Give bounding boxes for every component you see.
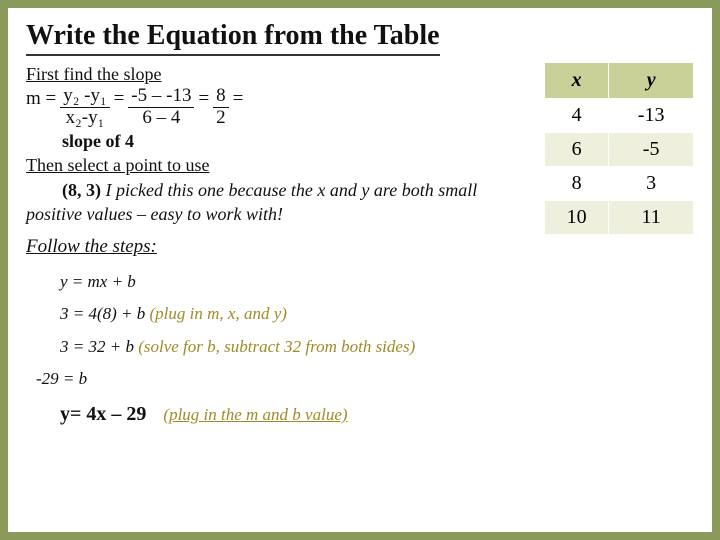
header-x: x [545,63,609,99]
frac1-top: y₂ -y₁ [60,86,109,108]
eq1: = [114,86,125,112]
frac3-bot: 2 [213,108,229,129]
frac2-bot: 6 – 4 [139,108,183,129]
left-column: First find the slope m = y₂ -y₁ x₂-y₁ = … [26,62,532,433]
slide: Write the Equation from the Table First … [8,8,712,532]
table-header-row: x y [545,63,694,99]
table-row: 8 3 [545,167,694,201]
step-4: -29 = b [36,363,532,395]
step-3: 3 = 32 + b (solve for b, subtract 32 fro… [60,331,532,363]
slope-result: slope of 4 [26,129,532,153]
step-3-eq: 3 = 32 + b [60,337,134,356]
step-5-eq: y= 4x – 29 [60,403,146,425]
step-5-hint: (plug in the m and b value) [163,405,347,424]
step2-heading: Then select a point to use [26,153,532,177]
cell-x: 6 [545,133,609,167]
header-y: y [609,63,694,99]
m-equals: m = [26,86,56,112]
eq3: = [233,86,244,112]
step-2-hint: (plug in m, x, and y) [150,304,287,323]
step1-heading: First find the slope [26,62,532,86]
cell-x: 8 [545,167,609,201]
follow-heading: Follow the steps: [26,234,532,260]
step-3-hint: (solve for b, subtract 32 from both side… [138,337,415,356]
step-2: 3 = 4(8) + b (plug in m, x, and y) [60,298,532,330]
frac2-top: -5 – -13 [128,86,194,108]
cell-y: 11 [609,201,694,235]
step-2-eq: 3 = 4(8) + b [60,304,145,323]
cell-y: -5 [609,133,694,167]
step-1: y = mx + b [60,266,532,298]
frac3-top: 8 [213,86,229,108]
cell-x: 10 [545,201,609,235]
steps-list: y = mx + b 3 = 4(8) + b (plug in m, x, a… [26,266,532,433]
frac1-bot: x₂-y₁ [63,108,108,129]
table-row: 4 -13 [545,99,694,133]
cell-y: 3 [609,167,694,201]
content-area: First find the slope m = y₂ -y₁ x₂-y₁ = … [26,62,694,433]
right-column: x y 4 -13 6 -5 8 3 10 11 [544,62,694,433]
table-row: 10 11 [545,201,694,235]
point-line: (8, 3) I picked this one because the x a… [26,178,532,227]
point-value: (8, 3) [26,180,101,200]
fraction-1: y₂ -y₁ x₂-y₁ [60,86,109,129]
slope-equation: m = y₂ -y₁ x₂-y₁ = -5 – -13 6 – 4 = 8 2 … [26,86,532,129]
fraction-3: 8 2 [213,86,229,129]
eq2: = [198,86,209,112]
fraction-2: -5 – -13 6 – 4 [128,86,194,129]
xy-table: x y 4 -13 6 -5 8 3 10 11 [544,62,694,235]
slide-title: Write the Equation from the Table [26,20,440,56]
table-row: 6 -5 [545,133,694,167]
cell-y: -13 [609,99,694,133]
cell-x: 4 [545,99,609,133]
step-5: y= 4x – 29 (plug in the m and b value) [60,395,532,433]
